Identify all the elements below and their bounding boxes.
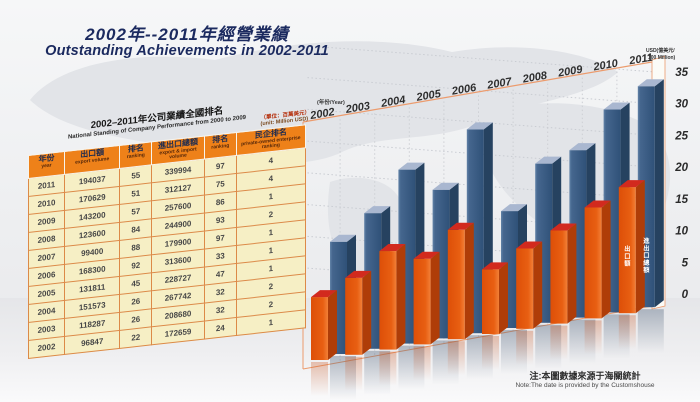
bar-pair-2005 — [413, 182, 459, 385]
export-bar — [482, 269, 499, 334]
value-tick-label: 0 — [682, 289, 689, 301]
legend-export: 出口額 — [623, 245, 631, 267]
source-note-zh: 注:本圖數據來源于海關統計 — [529, 370, 641, 381]
performance-table-panel: 2002–2011年公司業績全國排名 National Standing of … — [28, 105, 310, 359]
value-tick-label: 30 — [675, 99, 688, 111]
performance-table: 年份 year 出口額 export volume 排名 ranking 進出口總額 expo… — [28, 124, 306, 359]
year-tick-label: 2008 — [521, 70, 549, 86]
year-tick-label: 2011 — [627, 52, 653, 68]
value-tick-label: 15 — [675, 194, 688, 206]
year-axis: (年份/Year)2002 2003 2004 2005 2006 2007 2008 200… — [308, 52, 653, 123]
year-tick-label: 2010 — [592, 57, 620, 73]
export-bar — [379, 251, 397, 350]
legend-import-export: 進出口總額 — [642, 237, 650, 274]
page-title-en: Outstanding Achievements in 2002-2011 — [45, 43, 329, 60]
export-bar — [550, 230, 568, 324]
source-note-en: Note:The date is provided by the Customs… — [515, 381, 655, 389]
page-title: 2002年--2011年經營業績 Outstanding Achievement… — [34, 25, 340, 60]
year-tick-label: 2002 — [308, 106, 335, 122]
value-axis: 0 5 10 15 20 25 30 35 USD(億美元/100 Million) — [646, 47, 689, 301]
year-tick-label: 2007 — [485, 76, 513, 92]
year-tick-label: 2004 — [379, 94, 406, 110]
export-bar — [311, 297, 328, 360]
value-tick-label: 10 — [675, 226, 688, 238]
export-bar — [516, 248, 534, 329]
year-tick-label: 2003 — [344, 100, 371, 116]
export-bar — [345, 277, 363, 355]
page-title-zh: 2002年--2011年經營業績 — [85, 25, 289, 44]
axis-unit-label: USD(億美元/ — [646, 47, 675, 54]
export-bar — [413, 258, 431, 345]
value-tick-label: 25 — [674, 130, 688, 142]
value-tick-label: 5 — [682, 257, 689, 269]
value-tick-label: 35 — [675, 67, 688, 79]
table-cell: 24 — [204, 317, 237, 340]
bar-pair-2011: 出口額 進出口總額 — [618, 79, 664, 354]
export-bar — [618, 187, 636, 314]
table-cell: 22 — [119, 327, 152, 349]
source-note: 注:本圖數據來源于海關統計 Note:The date is provided … — [480, 371, 690, 390]
year-tick-label: 2009 — [556, 64, 584, 80]
export-bar — [584, 207, 602, 319]
value-tick-label: 20 — [674, 162, 688, 174]
bars: 出口額 進出口總額 — [311, 79, 664, 400]
export-bar — [447, 229, 465, 340]
year-tick-label: 2006 — [450, 82, 478, 98]
axis-unit-label: 100 Million) — [648, 55, 676, 61]
year-axis-label: (年份/Year) — [317, 98, 345, 106]
year-tick-label: 2005 — [415, 88, 443, 104]
table-cell: 2002 — [28, 336, 65, 359]
